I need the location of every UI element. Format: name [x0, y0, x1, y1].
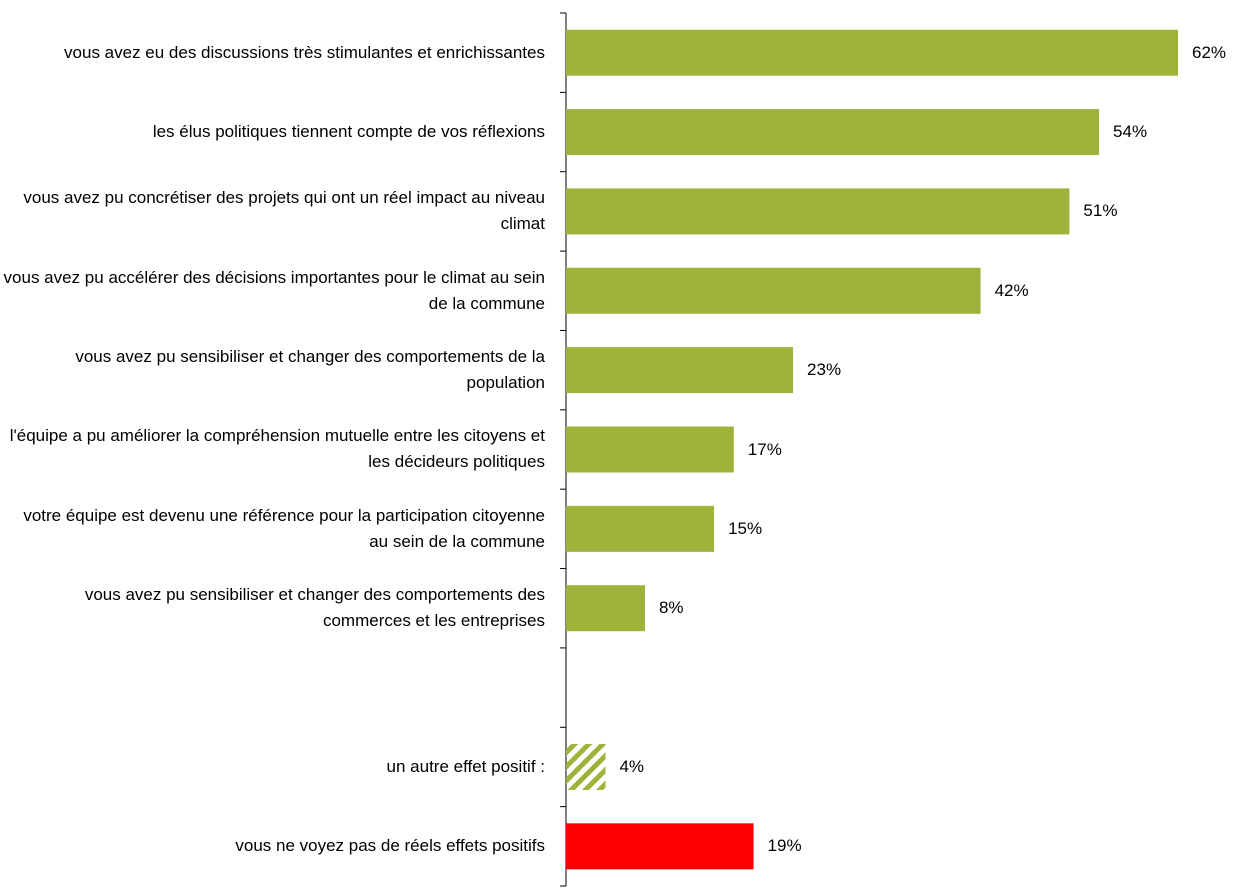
- value-label: 4%: [619, 756, 645, 776]
- category-label: vous avez pu accélérer des décisions imp…: [0, 251, 545, 330]
- category-label: les élus politiques tiennent compte de v…: [0, 92, 545, 171]
- category-label-text: vous ne voyez pas de réels effets positi…: [235, 836, 545, 856]
- category-label-text: vous avez eu des discussions très stimul…: [64, 42, 545, 62]
- category-label-text: votre équipe est devenu une référence po…: [23, 505, 545, 551]
- bar: [566, 505, 715, 552]
- category-label: vous avez eu des discussions très stimul…: [0, 13, 545, 92]
- value-label: 62%: [1192, 42, 1227, 62]
- value-label: 15%: [728, 518, 763, 538]
- bar: [566, 823, 754, 870]
- bar: [566, 743, 606, 790]
- value-label: 54%: [1113, 122, 1148, 142]
- category-label-text: vous avez pu concrétiser des projets qui…: [23, 188, 545, 234]
- category-label-text: l'équipe a pu améliorer la compréhension…: [9, 426, 545, 472]
- category-label: l'équipe a pu améliorer la compréhension…: [0, 410, 545, 489]
- category-label: votre équipe est devenu une référence po…: [0, 489, 545, 568]
- category-label-text: vous avez pu accélérer des décisions imp…: [3, 267, 545, 313]
- category-label: vous avez pu sensibiliser et changer des…: [0, 569, 545, 648]
- value-label: 51%: [1083, 201, 1118, 221]
- value-label: 8%: [658, 598, 684, 618]
- value-label: 19%: [767, 836, 802, 856]
- category-label: un autre effet positif :: [0, 727, 545, 806]
- bar: [566, 109, 1100, 156]
- category-label-text: les élus politiques tiennent compte de v…: [152, 122, 545, 142]
- category-label-text: vous avez pu sensibiliser et changer des…: [84, 585, 545, 631]
- bar: [566, 426, 734, 473]
- value-label: 23%: [807, 360, 842, 380]
- category-label: vous avez pu concrétiser des projets qui…: [0, 172, 545, 251]
- category-label-text: vous avez pu sensibiliser et changer des…: [75, 347, 545, 393]
- bar: [566, 188, 1070, 235]
- bar: [566, 29, 1178, 76]
- category-label: vous avez pu sensibiliser et changer des…: [0, 330, 545, 409]
- bar: [566, 585, 645, 632]
- bar: [566, 347, 794, 394]
- category-label: vous ne voyez pas de réels effets positi…: [0, 807, 545, 886]
- category-label-text: un autre effet positif :: [386, 756, 545, 776]
- value-label: 42%: [994, 280, 1029, 300]
- value-label: 17%: [747, 439, 782, 459]
- bar: [566, 267, 981, 314]
